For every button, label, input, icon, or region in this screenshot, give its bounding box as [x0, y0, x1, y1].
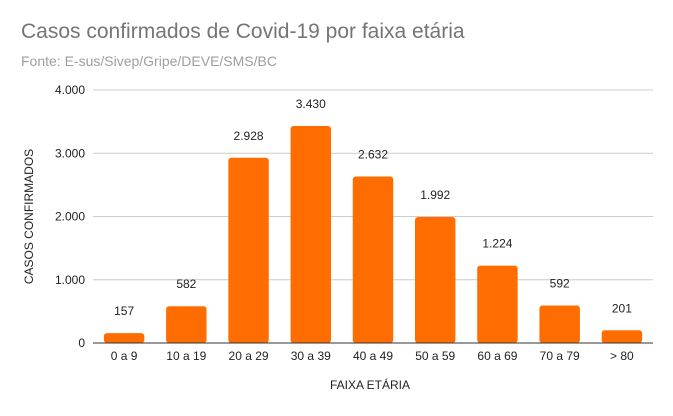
x-tick-label: 10 a 19	[166, 349, 206, 363]
bar	[352, 176, 394, 343]
bar-data-label: 1.224	[482, 237, 512, 251]
y-tick-label: 0	[78, 336, 85, 350]
y-axis-ticks: 0 1.000 2.000 3.000 4.000	[55, 83, 85, 350]
bar	[103, 333, 145, 343]
bar	[290, 126, 331, 344]
bar	[539, 305, 580, 343]
chart-title: Casos confirmados de Covid-19 por faixa …	[21, 20, 465, 43]
x-axis-title: FAIXA ETÁRIA	[330, 377, 410, 392]
x-tick-label: 20 a 29	[229, 349, 269, 363]
x-tick-label: 0 a 9	[111, 349, 138, 363]
bar-data-label: 582	[176, 277, 196, 291]
bar	[477, 265, 518, 343]
x-axis-ticks: 0 a 9 10 a 19 20 a 29 30 a 39 40 a 49 50 a 59…	[111, 349, 634, 363]
x-tick-label: 40 a 49	[353, 349, 393, 363]
bar	[415, 217, 456, 343]
y-axis-title: CASOS CONFIRMADOS	[22, 149, 36, 284]
bar-data-label: 2.632	[358, 148, 388, 162]
chart-subtitle: Fonte: E-sus/Sivep/Gripe/DEVE/SMS/BC	[21, 53, 277, 69]
bar	[228, 157, 269, 343]
y-tick-label: 1.000	[55, 273, 85, 287]
x-tick-label: 30 a 39	[291, 349, 331, 363]
bar-data-label: 2.928	[234, 129, 264, 143]
bar-data-label: 157	[114, 304, 134, 318]
x-tick-label: > 80	[610, 349, 634, 363]
bars	[103, 126, 643, 344]
bar-data-label: 592	[550, 277, 570, 291]
y-tick-label: 3.000	[55, 146, 85, 160]
bar	[601, 330, 643, 343]
bar-data-label: 1.992	[420, 188, 450, 202]
y-tick-label: 4.000	[55, 83, 85, 97]
data-labels: 157 582 2.928 3.430 2.632 1.992 1.224 592 201	[114, 97, 632, 318]
x-tick-label: 50 a 59	[415, 349, 455, 363]
bar-data-label: 201	[612, 301, 632, 315]
y-tick-label: 2.000	[55, 210, 85, 224]
x-tick-label: 60 a 69	[477, 349, 517, 363]
bar	[166, 306, 207, 343]
bar-data-label: 3.430	[296, 97, 326, 111]
x-tick-label: 70 a 79	[540, 349, 580, 363]
